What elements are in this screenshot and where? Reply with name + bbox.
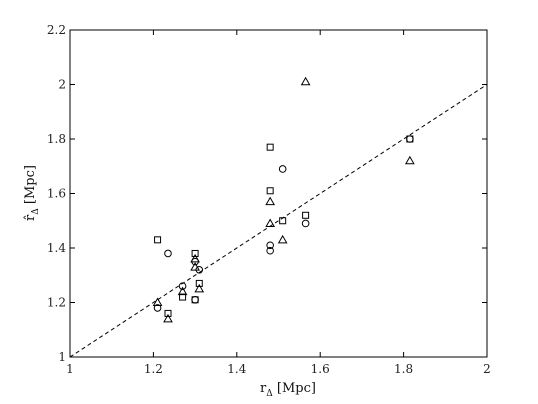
x-tick-label: 2 [483,362,491,376]
x-axis-label-sub: Δ [266,389,273,399]
circle-point [278,165,287,173]
y-tick-label: 1 [58,350,66,364]
x-axis-label-main: r [260,381,267,396]
circle-point [301,219,310,228]
square-point [164,309,172,317]
triangle-point [404,155,415,165]
y-axis-label-unit: [Mpc] [23,165,38,208]
square-point [191,249,199,257]
x-tick-label: 1.6 [311,362,330,376]
square-point [302,211,310,219]
y-axis-label: r̂Δ [Mpc] [23,165,41,221]
triangle-point [194,283,205,293]
circle-point [266,241,274,250]
square-point [179,293,187,301]
triangle-point [190,262,200,271]
plot-frame [69,29,488,358]
y-axis-label-main: r̂ [23,214,38,221]
circle-point [153,304,162,312]
triangle-point [190,253,200,263]
circle-point [266,246,274,255]
triangle-point [277,234,288,244]
y-tick-label: 2.2 [47,23,66,37]
triangle-point [177,286,188,296]
triangle-point [163,313,173,323]
reference-line [69,84,488,358]
square-point [266,143,274,151]
plot-area [69,29,488,358]
triangle-point [265,196,276,206]
x-tick-label: 1 [66,362,74,376]
y-tick-label: 1.6 [47,187,66,201]
square-point [279,217,287,225]
square-point [195,279,203,287]
square-point [266,187,274,195]
square-point [154,236,162,244]
data-marks [152,76,415,323]
triangle-point [265,218,276,227]
y-tick-label: 1.2 [47,296,66,310]
x-tick-label: 1.8 [394,362,413,376]
circle-point [164,249,172,258]
triangle-point [152,297,163,306]
y-tick-label: 1.8 [47,132,66,146]
x-axis-label-unit: [Mpc] [273,381,316,396]
circle-point [406,135,414,143]
axis-ticks: 1 1.2 1.4 1.6 1.8 2 1 1.2 1.4 1.6 1.8 2 2.2 [47,23,491,376]
x-tick-label: 1.2 [144,362,163,376]
y-tick-label: 1.4 [47,241,66,255]
y-axis-label-sub: Δ [31,208,41,215]
circle-point [191,295,199,304]
x-tick-label: 1.4 [227,362,246,376]
triangle-point [300,76,311,86]
y-tick-label: 2 [58,78,66,92]
x-axis-label: rΔ [Mpc] [260,381,316,399]
circle-point [178,282,187,290]
